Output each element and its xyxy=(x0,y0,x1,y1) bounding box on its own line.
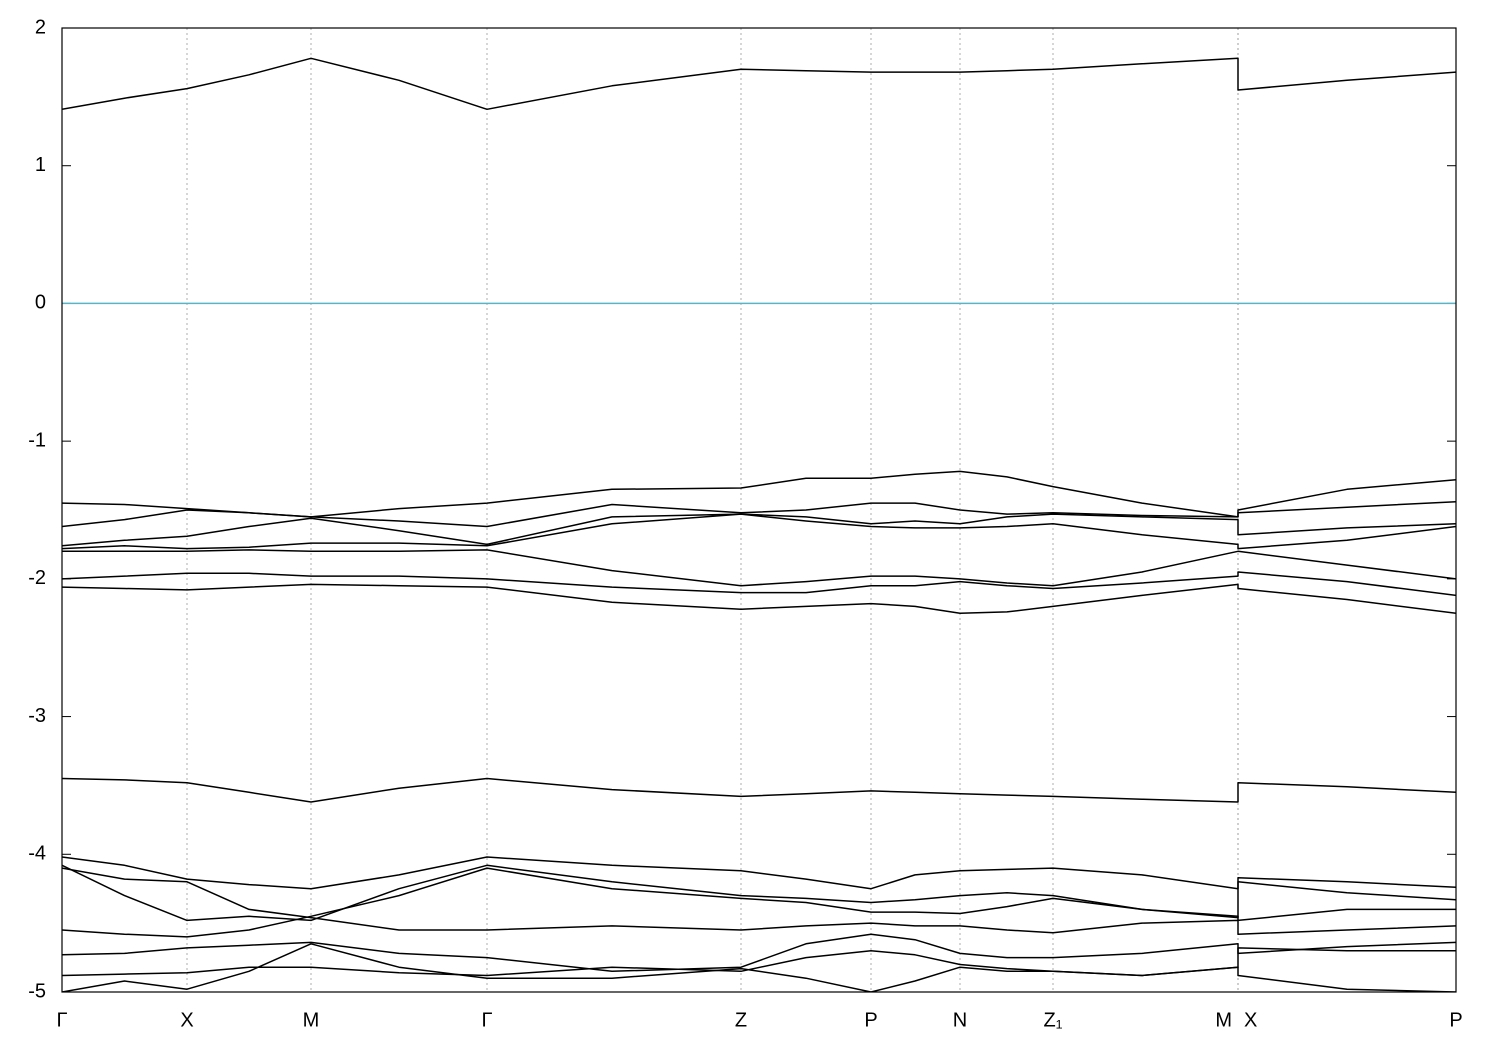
x-tick-label: N xyxy=(953,1009,967,1031)
band-line xyxy=(62,571,1456,597)
band-line xyxy=(62,864,1456,922)
x-tick-label: Z xyxy=(735,1009,747,1031)
band-line xyxy=(62,856,1456,890)
y-tick-label: -2 xyxy=(28,567,46,589)
y-tick-label: -1 xyxy=(28,429,46,451)
band-line xyxy=(62,549,1456,587)
x-tick-label: P xyxy=(864,1009,877,1031)
y-tick-label: 1 xyxy=(35,154,46,176)
x-tick-label: M xyxy=(1215,1009,1232,1031)
band-line xyxy=(62,513,1456,550)
band-line xyxy=(62,500,1456,528)
band-line xyxy=(62,867,1456,935)
band-line xyxy=(62,943,1456,992)
band-line xyxy=(62,57,1456,111)
band-line xyxy=(62,513,1456,547)
band-line xyxy=(62,470,1456,518)
plot-frame xyxy=(61,27,1457,993)
y-tick-label: 0 xyxy=(35,292,46,314)
y-tick-label: -3 xyxy=(28,705,46,727)
band-line xyxy=(62,933,1456,973)
y-tick-label: -5 xyxy=(28,980,46,1002)
x-tick-label: X xyxy=(1244,1009,1257,1031)
y-tick-label: 2 xyxy=(35,16,46,38)
x-tick-label: Γ xyxy=(56,1009,67,1031)
band-line xyxy=(62,583,1456,615)
x-tick-label: X xyxy=(180,1009,193,1031)
y-tick-label: -4 xyxy=(28,843,46,865)
x-tick-label: M xyxy=(303,1009,320,1031)
bands xyxy=(62,57,1456,992)
band-line xyxy=(62,777,1456,803)
band-line xyxy=(62,867,1456,938)
x-tick-label: P xyxy=(1449,1009,1462,1031)
x-tick-label: Z₁ xyxy=(1044,1009,1063,1031)
x-tick-label: Γ xyxy=(481,1009,492,1031)
